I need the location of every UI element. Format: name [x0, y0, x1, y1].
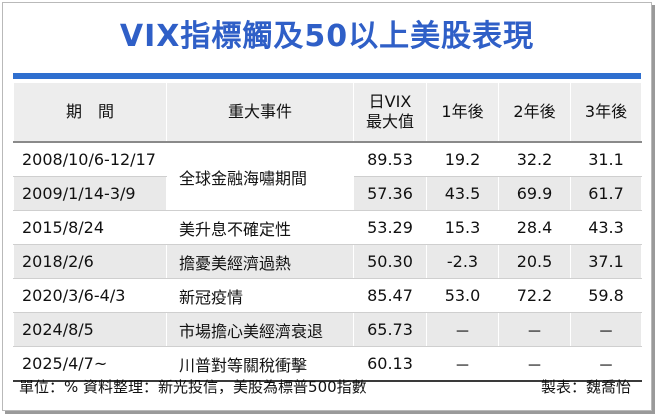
cell-2yr: 20.5 — [498, 244, 571, 279]
header-vix-max: 日VIX 最大值 — [353, 83, 427, 143]
cell-period: 2020/3/6-4/3 — [13, 278, 167, 313]
cell-1yr: － — [426, 312, 499, 347]
table-row: 2008/10/6-12/17 全球金融海嘯期間 89.53 19.2 32.2… — [13, 142, 642, 211]
table-row: 2020/3/6-4/3 新冠疫情 85.47 53.0 72.2 59.8 — [13, 278, 642, 313]
table-row: 2015/8/24 美升息不確定性 53.29 15.3 28.4 43.3 — [13, 210, 642, 245]
cell-3yr: 31.1 — [570, 142, 642, 177]
header-event: 重大事件 — [166, 83, 354, 143]
header-3yr: 3年後 — [570, 83, 642, 143]
cell-period: 2015/8/24 — [13, 210, 167, 245]
cell-2yr: 28.4 — [498, 210, 571, 245]
cell-vix: 50.30 — [353, 244, 427, 279]
cell-vix: 53.29 — [353, 210, 427, 245]
vix-table: 期 間 重大事件 日VIX 最大值 1年後 2年後 3年後 2008/10/6-… — [13, 83, 642, 382]
cell-period: 2025/4/7~ — [13, 346, 167, 382]
cell-vix: 85.47 — [353, 278, 427, 313]
table-row: 2018/2/6 擔憂美經濟過熱 50.30 -2.3 20.5 37.1 — [13, 244, 642, 279]
cell-event: 全球金融海嘯期間 — [166, 142, 354, 211]
cell-vix: 65.73 — [353, 312, 427, 347]
cell-event: 川普對等關稅衝擊 — [166, 346, 354, 382]
cell-vix: 89.53 — [353, 142, 427, 177]
cell-3yr: － — [570, 312, 642, 347]
cell-3yr: 37.1 — [570, 244, 642, 279]
table-row: 2009/1/14-3/9 57.36 43.5 69.9 61.7 — [13, 176, 642, 211]
cell-2yr: － — [498, 346, 571, 382]
header-vix-line2: 最大值 — [365, 112, 414, 131]
cell-2yr: 32.2 — [498, 142, 571, 177]
cell-period: 2018/2/6 — [13, 244, 167, 279]
page-title: VIX指標觸及50以上美股表現 — [119, 19, 535, 54]
cell-3yr: 59.8 — [570, 278, 642, 313]
source-note: 單位：% 資料整理：新光投信，美股為標普500指數 — [19, 378, 367, 396]
cell-3yr: 43.3 — [570, 210, 642, 245]
cell-2yr: 72.2 — [498, 278, 571, 313]
cell-period: 2024/8/5 — [13, 312, 167, 347]
header-1yr: 1年後 — [426, 83, 499, 143]
infographic-card: VIX指標觸及50以上美股表現 期 間 重大事件 日VIX 最大值 1年後 2年… — [2, 2, 652, 411]
cell-3yr: 61.7 — [570, 176, 642, 211]
cell-event: 擔憂美經濟過熱 — [166, 244, 354, 279]
cell-event: 新冠疫情 — [166, 278, 354, 313]
author-credit: 製表：魏喬怡 — [540, 378, 631, 396]
table-row: 2024/8/5 市場擔心美經濟衰退 65.73 － － － — [13, 312, 642, 347]
cell-event: 市場擔心美經濟衰退 — [166, 312, 354, 347]
cell-1yr: 53.0 — [426, 278, 499, 313]
table-footer: 單位：% 資料整理：新光投信，美股為標普500指數 製表：魏喬怡 — [13, 372, 641, 402]
table-header-row: 期 間 重大事件 日VIX 最大值 1年後 2年後 3年後 — [13, 83, 642, 143]
cell-vix: 60.13 — [353, 346, 427, 382]
cell-period: 2009/1/14-3/9 — [13, 176, 167, 211]
cell-event: 美升息不確定性 — [166, 210, 354, 245]
cell-vix: 57.36 — [353, 176, 427, 211]
cell-1yr: 15.3 — [426, 210, 499, 245]
table-row: 2025/4/7~ 川普對等關稅衝擊 60.13 － － － — [13, 346, 642, 382]
header-vix-line1: 日VIX — [368, 92, 412, 111]
cell-1yr: 19.2 — [426, 142, 499, 177]
header-period: 期 間 — [13, 83, 167, 143]
cell-1yr: 43.5 — [426, 176, 499, 211]
header-2yr: 2年後 — [498, 83, 571, 143]
cell-period: 2008/10/6-12/17 — [13, 142, 167, 177]
title-divider — [13, 73, 641, 79]
cell-3yr: － — [570, 346, 642, 382]
cell-2yr: 69.9 — [498, 176, 571, 211]
cell-2yr: － — [498, 312, 571, 347]
cell-1yr: -2.3 — [426, 244, 499, 279]
